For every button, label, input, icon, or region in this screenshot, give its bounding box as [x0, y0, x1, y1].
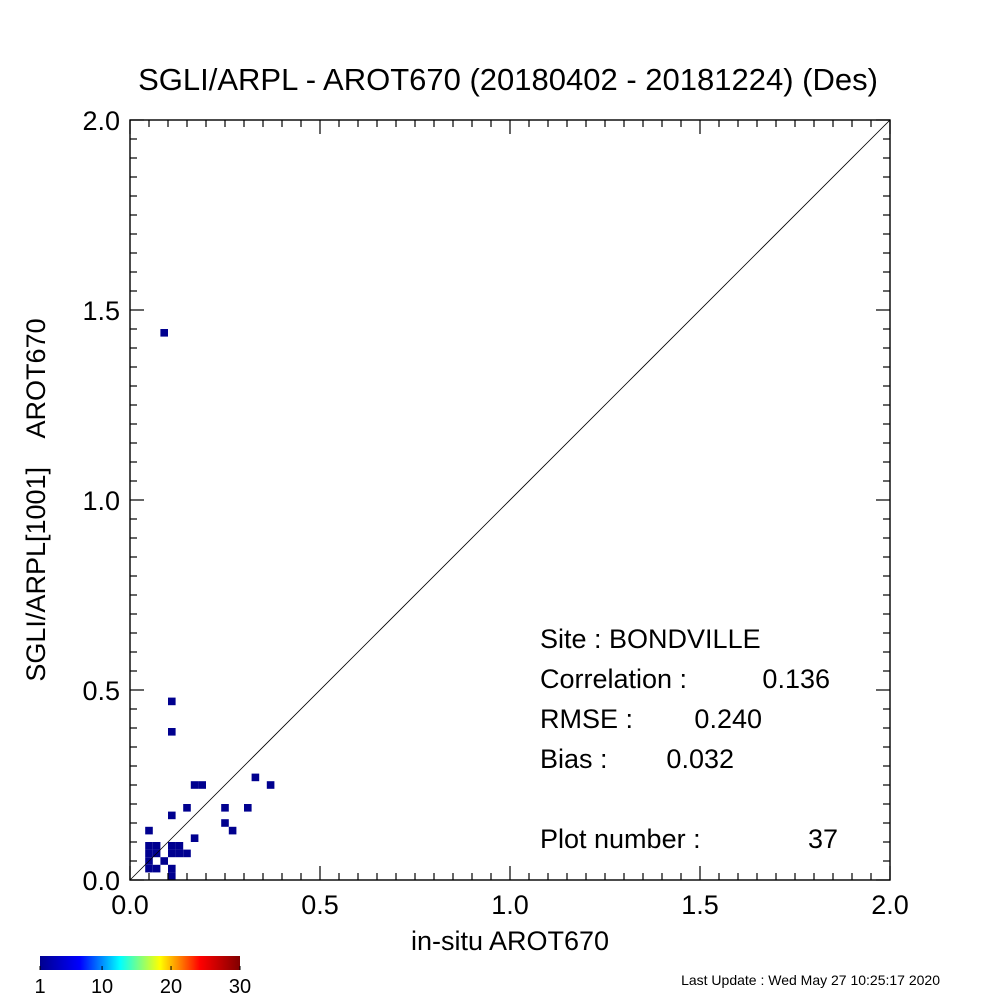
x-axis-label: in-situ AROT670 [411, 926, 609, 956]
colorbar-label: 10 [91, 976, 113, 998]
colorbar-label: 30 [229, 976, 251, 998]
y-tick-label: 2.0 [82, 106, 120, 136]
data-point [183, 804, 191, 812]
x-tick-label: 1.0 [491, 890, 529, 920]
data-point [168, 849, 176, 858]
y-tick-label: 0.0 [82, 866, 120, 896]
x-tick-label: 0.5 [301, 890, 339, 920]
colorbar [40, 956, 240, 970]
rmse-value: 0.240 [694, 704, 762, 734]
data-point [168, 872, 176, 880]
colorbar-labels: 1 10 20 30 [34, 966, 251, 998]
data-point [251, 773, 260, 782]
data-point [168, 842, 176, 850]
data-point [221, 819, 229, 827]
data-point [168, 697, 176, 706]
data-point [190, 781, 199, 789]
y-tick-label: 1.0 [82, 486, 120, 516]
data-point [244, 804, 252, 812]
plot-number-value: 37 [808, 824, 838, 854]
data-point [266, 781, 275, 789]
data-point [198, 781, 206, 789]
stats-box: Site : BONDVILLE Correlation : 0.136 RMS… [540, 624, 838, 854]
data-point [145, 842, 153, 850]
y-tick-label: 1.5 [82, 296, 120, 326]
data-point [145, 864, 153, 873]
data-point [168, 864, 176, 873]
colorbar-label: 20 [160, 976, 182, 998]
correlation-label: Correlation : [540, 664, 687, 694]
chart-title: SGLI/ARPL - AROT670 (20180402 - 20181224… [138, 62, 878, 97]
axis-ticks [129, 119, 891, 881]
x-tick-label: 0.0 [111, 890, 149, 920]
colorbar-label: 1 [34, 976, 45, 998]
data-point [168, 811, 176, 820]
y-axis-label: SGLI/ARPL[1001] AROT670 [21, 318, 51, 681]
data-point [221, 804, 229, 812]
data-point [152, 842, 161, 850]
x-tick-labels: 0.0 0.5 1.0 1.5 2.0 [111, 890, 909, 920]
data-point [190, 834, 199, 842]
data-point [183, 849, 191, 858]
plot-number-label: Plot number : [540, 824, 701, 854]
bias-value: 0.032 [666, 744, 734, 774]
x-tick-label: 1.5 [681, 890, 719, 920]
bias-label: Bias : [540, 744, 608, 774]
y-tick-labels: 0.0 0.5 1.0 1.5 2.0 [82, 106, 120, 896]
data-point [175, 849, 184, 858]
data-point [168, 728, 176, 736]
data-point [145, 849, 153, 858]
data-point [145, 826, 153, 835]
data-point [160, 857, 168, 865]
data-point [228, 826, 237, 835]
data-point [160, 329, 168, 337]
site-label: Site : BONDVILLE [540, 624, 761, 654]
x-tick-label: 2.0 [871, 890, 909, 920]
y-tick-label: 0.5 [82, 676, 120, 706]
rmse-label: RMSE : [540, 704, 633, 734]
data-points [145, 329, 275, 880]
data-point [152, 864, 161, 873]
one-to-one-line [129, 119, 891, 881]
data-point [175, 842, 184, 850]
correlation-value: 0.136 [762, 664, 830, 694]
last-update-text: Last Update : Wed May 27 10:25:17 2020 [681, 972, 940, 988]
